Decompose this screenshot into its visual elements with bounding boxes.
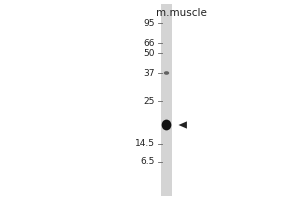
Text: 25: 25 [143,97,154,106]
Bar [160,4,172,196]
Polygon shape [178,121,187,129]
Ellipse shape [164,71,169,75]
Text: 50: 50 [143,48,154,58]
Text: 37: 37 [143,68,154,77]
Ellipse shape [162,120,171,130]
Text: 66: 66 [143,38,154,47]
Text: 6.5: 6.5 [140,158,154,166]
Text: 14.5: 14.5 [134,140,154,148]
Text: 95: 95 [143,19,154,27]
Text: m.muscle: m.muscle [156,8,207,18]
